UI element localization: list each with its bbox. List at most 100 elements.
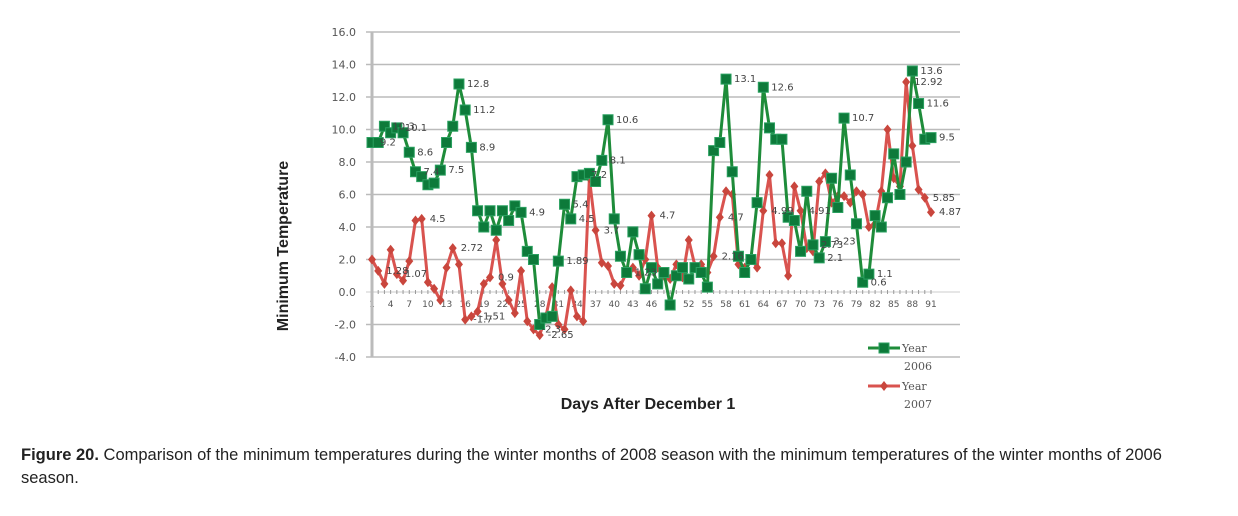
data-point-2007 xyxy=(927,207,935,218)
data-point-2007 xyxy=(467,311,476,322)
x-tick-label: 31 xyxy=(553,300,564,310)
data-point-2006 xyxy=(807,239,819,251)
data-point-2006 xyxy=(888,148,900,160)
data-point-2006 xyxy=(875,221,887,233)
data-label: 1.1 xyxy=(877,269,893,280)
data-point-2006 xyxy=(745,254,757,265)
x-tick-label: 34 xyxy=(571,300,583,310)
data-point-2007 xyxy=(368,254,376,265)
data-point-2006 xyxy=(614,250,626,262)
data-point-2007 xyxy=(759,205,768,216)
data-point-2006 xyxy=(925,132,937,144)
data-point-2007 xyxy=(920,192,929,203)
data-point-2006 xyxy=(708,145,720,157)
data-point-2007 xyxy=(753,262,762,273)
data-point-2006 xyxy=(670,270,682,282)
data-point-2006 xyxy=(397,127,409,139)
data-point-2006 xyxy=(844,169,856,181)
data-point-2007 xyxy=(840,191,849,202)
x-tick-label: 70 xyxy=(795,300,807,310)
x-tick-label: 88 xyxy=(907,300,919,310)
gridlines xyxy=(366,31,960,358)
data-point-2006 xyxy=(465,141,477,153)
data-point-2006 xyxy=(552,255,564,267)
x-tick-label: 37 xyxy=(590,300,601,310)
data-label: 10.7 xyxy=(852,113,874,124)
y-tick-label: 0.0 xyxy=(339,286,357,299)
data-point-2007 xyxy=(473,306,482,317)
data-label: 9.5 xyxy=(939,133,955,144)
figure-caption: Figure 20. Comparison of the minimum tem… xyxy=(21,444,1221,490)
data-label: 13.1 xyxy=(734,74,756,85)
data-point-2007 xyxy=(411,215,420,226)
data-point-2006 xyxy=(639,283,651,295)
legend-marker-square xyxy=(878,342,890,354)
data-point-2007 xyxy=(914,184,923,195)
data-label: 5.4 xyxy=(573,199,589,210)
data-label: 2.73 xyxy=(821,240,843,251)
data-point-2006 xyxy=(527,254,539,265)
data-point-2006 xyxy=(726,166,738,178)
data-label: 0.9 xyxy=(498,272,514,283)
data-point-2006 xyxy=(428,177,440,189)
data-point-2007 xyxy=(591,225,600,236)
data-point-2007 xyxy=(510,308,519,319)
data-point-2006 xyxy=(838,112,850,124)
data-point-2006 xyxy=(826,172,838,184)
y-axis-ticks: 16.0 14.0 12.0 10.0 8.0 6.0 4.0 2.0 0.0 -2.0 -4.0 xyxy=(332,26,357,364)
data-label: 2.1 xyxy=(827,253,843,264)
data-point-2007 xyxy=(560,324,569,335)
legend-label: Year xyxy=(901,342,927,355)
figure-label: Figure 20. xyxy=(21,446,99,464)
data-point-2006 xyxy=(701,281,713,293)
data-point-2007 xyxy=(902,77,911,88)
data-point-2006 xyxy=(496,205,508,217)
y-tick-label: -4.0 xyxy=(335,351,356,364)
data-point-2006 xyxy=(795,245,807,257)
data-point-2006 xyxy=(503,215,515,226)
data-label: 8.1 xyxy=(610,155,626,166)
data-label: 11.6 xyxy=(927,99,949,110)
data-point-2007 xyxy=(771,238,780,249)
legend-label: Year xyxy=(901,380,927,393)
legend-label-year: 2007 xyxy=(904,398,932,411)
data-label: 1.23 xyxy=(635,268,657,279)
data-point-2006 xyxy=(751,197,763,209)
data-point-2006 xyxy=(764,122,776,134)
data-label: 11.2 xyxy=(473,105,495,116)
data-point-2006 xyxy=(602,114,614,126)
data-label: 5.85 xyxy=(933,193,955,204)
data-label: 8.9 xyxy=(479,142,495,153)
data-label: 4.9 xyxy=(529,207,545,218)
y-tick-label: 6.0 xyxy=(339,189,357,202)
data-point-2006 xyxy=(863,268,875,280)
data-point-2006 xyxy=(819,236,831,248)
data-point-2007 xyxy=(790,181,799,192)
data-point-2006 xyxy=(565,213,577,225)
data-label: 4.91 xyxy=(809,206,831,217)
data-label: 7.2 xyxy=(591,170,607,181)
data-point-2007 xyxy=(715,212,724,223)
data-label: 12.8 xyxy=(467,79,489,90)
data-point-2007 xyxy=(448,243,457,254)
data-point-2007 xyxy=(492,235,501,245)
x-tick-label: 22 xyxy=(497,300,508,310)
data-point-2006 xyxy=(683,273,695,285)
data-point-2007 xyxy=(566,285,575,296)
data-point-2007 xyxy=(405,256,414,267)
x-tick-label: 64 xyxy=(758,300,770,310)
y-axis-title: Minimum Temperature xyxy=(275,161,292,332)
data-point-2007 xyxy=(709,251,718,262)
data-point-2007 xyxy=(777,238,786,249)
data-point-2007 xyxy=(486,272,495,283)
data-point-2006 xyxy=(732,250,744,262)
data-label: 12.92 xyxy=(914,77,943,88)
data-point-2006 xyxy=(869,210,881,222)
data-point-2006 xyxy=(801,185,813,197)
data-point-2007 xyxy=(597,257,606,268)
data-point-2007 xyxy=(399,275,408,286)
data-point-2006 xyxy=(534,319,546,330)
x-tick-label: 85 xyxy=(888,300,899,310)
data-label: 8.6 xyxy=(417,147,433,158)
data-point-2006 xyxy=(490,224,502,236)
